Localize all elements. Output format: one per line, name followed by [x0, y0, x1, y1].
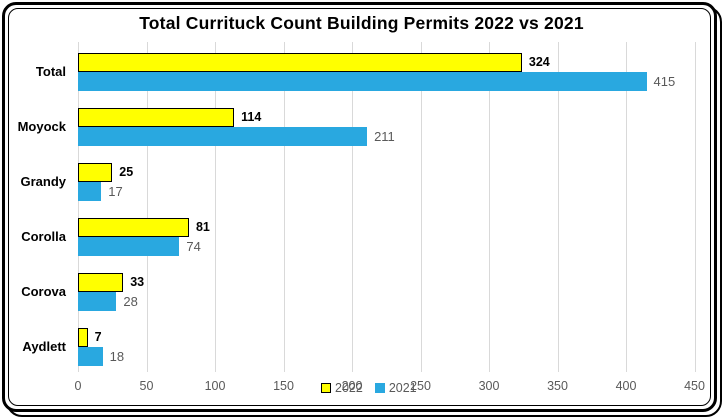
bar-value-2021-aydlett: 18: [109, 349, 125, 364]
bar-2022-corova: [78, 273, 124, 292]
bar-2021-total: [78, 72, 647, 91]
bar-value-2022-total: 324: [528, 55, 550, 69]
x-tick-label: 0: [74, 379, 82, 393]
chart-frame-inner: [8, 8, 711, 406]
x-tick-label: 200: [341, 379, 363, 393]
bar-value-2021-total: 415: [653, 74, 676, 89]
legend-swatch-2021: [374, 383, 385, 393]
bar-value-2021-corova: 28: [123, 294, 138, 309]
category-label-corova: Corova: [21, 284, 66, 299]
category-label-moyock: Moyock: [17, 119, 66, 134]
legend-label-2022: 2022: [335, 381, 363, 395]
bar-2021-moyock: [78, 127, 368, 146]
bar-2021-corova: [78, 292, 117, 311]
bar-value-2021-corolla: 74: [186, 239, 201, 254]
category-label-aydlett: Aydlett: [22, 339, 66, 354]
gridline: [694, 42, 696, 372]
bar-2022-grandy: [78, 163, 113, 182]
x-tick-label: 250: [410, 379, 431, 393]
x-tick-label: 450: [684, 379, 705, 393]
bar-value-2021-moyock: 211: [374, 129, 395, 144]
chart-title: Total Currituck Count Building Permits 2…: [139, 13, 584, 33]
category-label-corolla: Corolla: [21, 229, 66, 244]
gridline: [557, 42, 559, 372]
bar-value-2022-moyock: 114: [241, 110, 262, 124]
bar-2022-aydlett: [78, 328, 88, 347]
bar-2022-moyock: [78, 108, 235, 127]
category-label-grandy: Grandy: [20, 174, 66, 189]
legend: 2022 2021: [321, 380, 417, 396]
gridline: [489, 42, 490, 372]
legend-label-2021: 2021: [388, 381, 417, 395]
x-tick-label: 100: [204, 379, 226, 393]
x-tick-label: 300: [478, 379, 500, 393]
bar-value-2022-corova: 33: [130, 275, 145, 289]
bar-2021-aydlett: [78, 347, 103, 366]
bar-2022-corolla: [78, 218, 189, 237]
legend-swatch-2022: [321, 383, 331, 393]
bar-2021-grandy: [78, 182, 102, 201]
gridline: [146, 42, 148, 372]
x-tick-label: 50: [139, 379, 154, 393]
bar-2022-total: [78, 53, 522, 72]
bar-value-2022-aydlett: 7: [94, 330, 102, 344]
gridline: [78, 42, 79, 372]
gridline: [626, 42, 627, 372]
bar-value-2022-grandy: 25: [119, 165, 134, 179]
x-tick-label: 350: [547, 379, 568, 393]
category-label-total: Total: [35, 64, 66, 79]
gridline: [215, 42, 216, 372]
x-tick-label: 400: [615, 379, 637, 393]
gridline: [420, 42, 422, 372]
gridline-layer: [0, 42, 723, 372]
bar-2021-corolla: [78, 237, 180, 256]
bar-value-2021-grandy: 17: [108, 184, 123, 199]
x-tick-label: 150: [273, 379, 294, 393]
bar-value-2022-corolla: 81: [195, 220, 210, 234]
gridline: [352, 42, 353, 372]
gridline: [283, 42, 285, 372]
